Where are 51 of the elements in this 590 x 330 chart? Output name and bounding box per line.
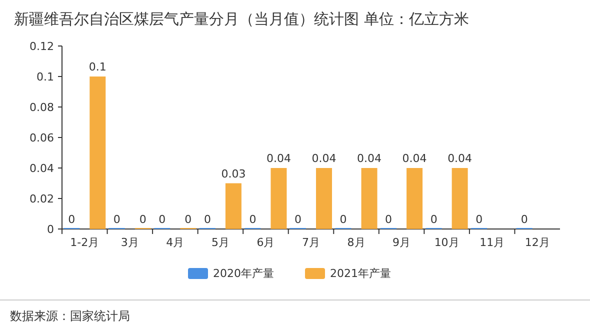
legend-item: 2020年产量 bbox=[188, 267, 274, 280]
data-label: 0.1 bbox=[88, 60, 106, 74]
data-label: 0.04 bbox=[448, 152, 472, 165]
data-label: 0 bbox=[294, 213, 302, 226]
data-label: 0 bbox=[113, 213, 120, 226]
data-label: 0 bbox=[520, 213, 528, 226]
x-tick-label: 9月 bbox=[392, 236, 411, 249]
legend-label: 2021年产量 bbox=[330, 267, 391, 280]
y-tick-label: 0.06 bbox=[30, 132, 54, 144]
data-label: 0 bbox=[68, 213, 76, 226]
data-label: 0 bbox=[249, 213, 256, 226]
y-tick-label: 0 bbox=[47, 223, 54, 236]
data-label: 0 bbox=[158, 213, 166, 226]
x-tick-label: 10月 bbox=[434, 236, 460, 249]
legend-item: 2021年产量 bbox=[305, 267, 391, 280]
x-tick-label: 8月 bbox=[347, 236, 366, 249]
x-tick-label: 5月 bbox=[211, 236, 230, 249]
bar bbox=[90, 76, 106, 229]
data-label: 0.04 bbox=[312, 152, 336, 165]
bar bbox=[316, 168, 332, 229]
data-label: 0 bbox=[204, 213, 211, 226]
data-label: 0.03 bbox=[221, 167, 246, 180]
data-label: 0 bbox=[184, 213, 192, 226]
data-label: 0 bbox=[340, 213, 347, 226]
bar bbox=[270, 168, 287, 229]
y-tick-label: 0.08 bbox=[30, 101, 54, 114]
x-tick-label: 7月 bbox=[302, 236, 320, 249]
bar bbox=[452, 168, 468, 229]
data-label: 0.04 bbox=[266, 152, 291, 165]
data-label: 0 bbox=[139, 213, 146, 226]
legend-label: 2020年产量 bbox=[213, 267, 274, 280]
data-label: 0.04 bbox=[357, 152, 382, 165]
x-tick-label: 12月 bbox=[524, 236, 550, 249]
x-tick-label: 1-2月 bbox=[70, 236, 100, 249]
x-tick-label: 4月 bbox=[166, 236, 184, 249]
y-tick-label: 0.12 bbox=[30, 40, 54, 53]
y-tick-label: 0.02 bbox=[30, 192, 54, 206]
data-label: 0 bbox=[430, 213, 438, 226]
x-tick-label: 11月 bbox=[480, 236, 505, 249]
chart-title: 新疆维吾尔自治区煤层气产量分月（当月值）统计图 单位：亿立方米 bbox=[14, 10, 469, 28]
data-label: 0 bbox=[476, 213, 483, 226]
y-tick-label: 0.04 bbox=[30, 162, 54, 175]
y-tick-label: 0.1 bbox=[36, 70, 54, 84]
x-tick-label: 3月 bbox=[120, 236, 139, 249]
bar bbox=[406, 168, 423, 229]
x-tick-label: 6月 bbox=[256, 236, 275, 249]
bar bbox=[361, 168, 378, 229]
data-label: 0 bbox=[385, 213, 392, 226]
source-note: 数据来源：国家统计局 bbox=[10, 309, 130, 323]
bar bbox=[225, 183, 242, 229]
data-label: 0.04 bbox=[402, 152, 427, 165]
